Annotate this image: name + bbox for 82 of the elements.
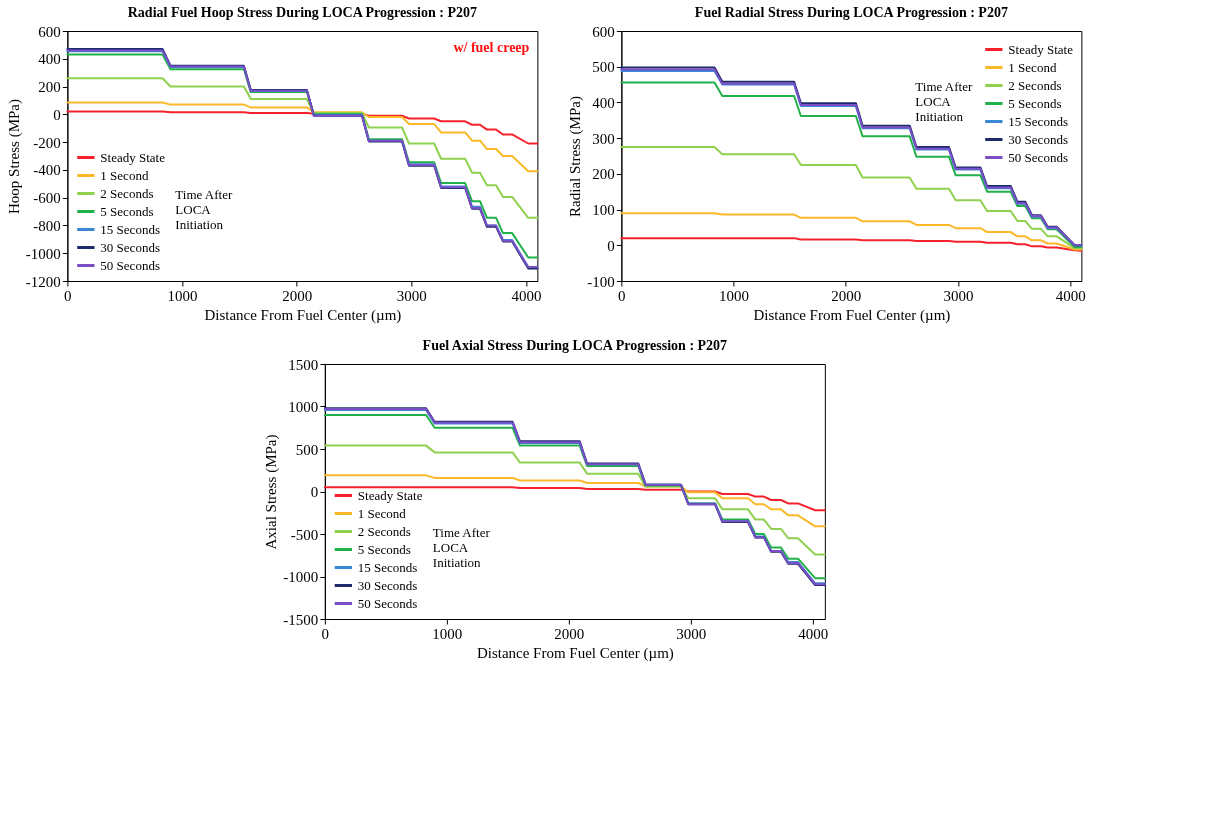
chart-title: Fuel Axial Stress During LOCA Progression : P207 — [422, 338, 728, 353]
line-series — [323, 474, 826, 528]
y-tick-label: -1200 — [25, 273, 61, 290]
legend-label: 2 Seconds — [357, 523, 411, 539]
annotation: w/ fuel creep — [453, 40, 530, 55]
legend-title: Time After LOCA Initiation — [915, 79, 973, 124]
legend-label: 50 Seconds — [1008, 149, 1068, 165]
y-tick-label: 0 — [607, 237, 615, 254]
legend-label: Steady State — [357, 487, 423, 503]
x-axis-title: Distance From Fuel Center (µm) — [476, 644, 674, 662]
y-tick-label: -100 — [587, 273, 615, 290]
y-tick-label: 1500 — [288, 356, 319, 373]
legend-label: 5 Seconds — [100, 203, 154, 219]
y-tick-label: 600 — [38, 23, 61, 40]
legend-label: 15 Seconds — [1008, 113, 1068, 129]
x-tick-label: 2000 — [554, 625, 585, 642]
x-tick-label: 3000 — [943, 287, 974, 304]
x-tick-label: 4000 — [798, 625, 829, 642]
x-tick-label: 0 — [618, 287, 626, 304]
y-tick-label: -400 — [33, 162, 61, 179]
line-series — [620, 237, 1083, 252]
x-tick-label: 1000 — [719, 287, 750, 304]
y-tick-label: 0 — [53, 106, 61, 123]
y-tick-label: -800 — [33, 217, 61, 234]
y-tick-label: -1000 — [25, 245, 61, 262]
x-tick-label: 1000 — [167, 287, 198, 304]
y-tick-label: 200 — [592, 166, 615, 183]
x-axis-title: Distance From Fuel Center (µm) — [204, 306, 402, 324]
legend-label: Steady State — [100, 149, 166, 165]
legend-label: Steady State — [1008, 41, 1074, 57]
x-tick-label: 0 — [321, 625, 330, 642]
x-tick-label: 4000 — [1055, 287, 1086, 304]
line-series — [620, 146, 1083, 250]
chart-title: Fuel Radial Stress During LOCA Progression : P207 — [694, 5, 1008, 20]
y-axis-title: Axial Stress (MPa) — [263, 434, 281, 550]
y-axis-title: Hoop Stress (MPa) — [5, 99, 23, 214]
legend-label: 15 Seconds — [357, 559, 418, 575]
y-tick-label: 400 — [38, 51, 61, 68]
legend-label: 30 Seconds — [1008, 131, 1068, 147]
line-series — [66, 110, 539, 145]
legend-label: 2 Seconds — [100, 185, 154, 201]
legend-label: 5 Seconds — [1008, 95, 1062, 111]
y-tick-label: 200 — [38, 79, 61, 96]
legend-label: 1 Second — [357, 505, 407, 521]
x-tick-label: 0 — [64, 287, 72, 304]
y-tick-label: 500 — [592, 59, 615, 76]
legend-label: 30 Seconds — [357, 577, 418, 593]
y-axis-title: Radial Stress (MPa) — [567, 96, 585, 217]
y-tick-label: 400 — [592, 94, 615, 111]
y-tick-label: 500 — [295, 441, 319, 458]
legend-label: 1 Second — [1008, 59, 1057, 75]
line-series — [620, 212, 1083, 251]
legend-label: 2 Seconds — [1008, 77, 1062, 93]
legend-label: 5 Seconds — [357, 541, 411, 557]
x-tick-label: 1000 — [432, 625, 463, 642]
y-tick-label: -200 — [33, 134, 61, 151]
chart-title: Radial Fuel Hoop Stress During LOCA Progression : P207 — [127, 5, 477, 20]
legend-label: 15 Seconds — [100, 221, 160, 237]
y-tick-label: 300 — [592, 130, 615, 147]
line-series — [66, 77, 539, 219]
y-tick-label: 0 — [310, 484, 319, 500]
line-series — [66, 101, 539, 173]
y-tick-label: -1500 — [283, 611, 319, 628]
y-tick-label: 600 — [592, 23, 615, 40]
y-tick-label: -1000 — [283, 569, 319, 585]
y-tick-label: -600 — [33, 190, 61, 207]
legend-title: Time After LOCA Initiation — [175, 187, 233, 232]
line-series — [323, 444, 826, 556]
x-tick-label: 2000 — [831, 287, 862, 304]
legend-title: Time After LOCA Initiation — [432, 525, 491, 570]
x-tick-label: 2000 — [282, 287, 313, 304]
y-tick-label: 100 — [592, 202, 615, 219]
y-tick-label: 1000 — [288, 399, 319, 415]
legend-label: 30 Seconds — [100, 239, 160, 255]
x-axis-title: Distance From Fuel Center (µm) — [753, 306, 951, 324]
legend-label: 1 Second — [100, 167, 149, 183]
x-tick-label: 3000 — [396, 287, 427, 304]
x-tick-label: 4000 — [511, 287, 542, 304]
legend-label: 50 Seconds — [357, 595, 418, 611]
y-tick-label: -500 — [290, 526, 319, 543]
legend-label: 50 Seconds — [100, 257, 160, 273]
x-tick-label: 3000 — [676, 625, 707, 642]
